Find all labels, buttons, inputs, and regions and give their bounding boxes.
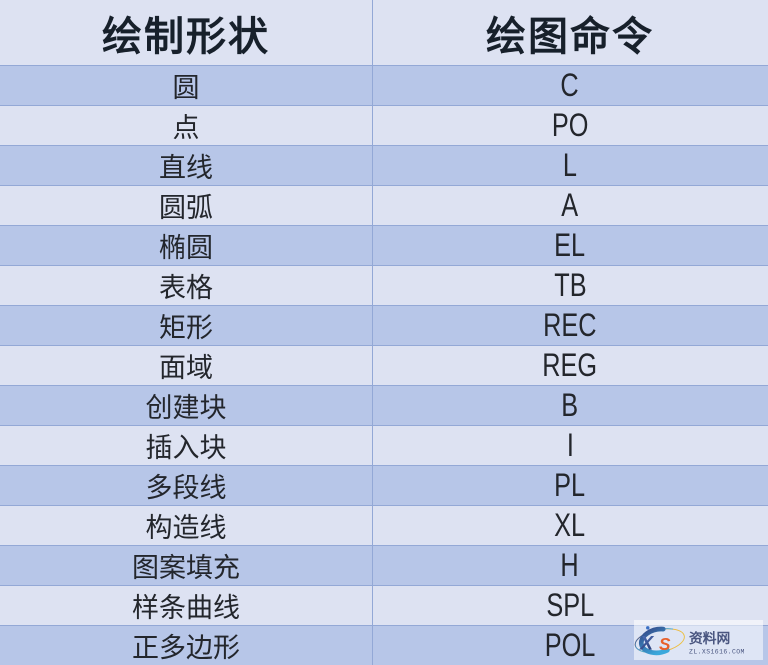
svg-text:ZL.XS1616.COM: ZL.XS1616.COM xyxy=(689,648,745,655)
svg-text:S: S xyxy=(659,634,671,654)
svg-text:资料网: 资料网 xyxy=(689,629,730,645)
svg-text:X: X xyxy=(639,632,655,654)
